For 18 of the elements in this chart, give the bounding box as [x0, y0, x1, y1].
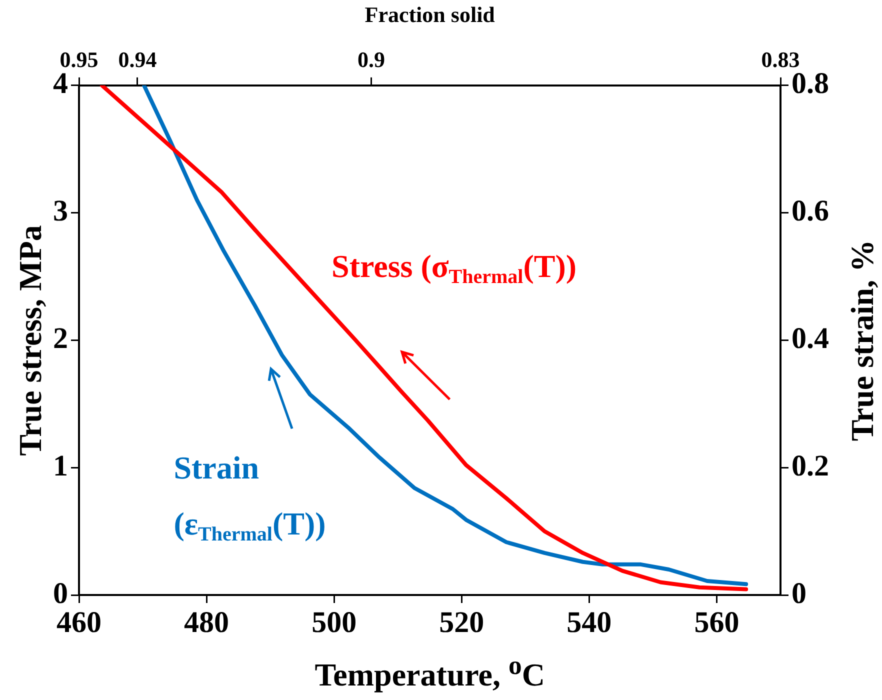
x-axis-title: Temperature, $^{o}$C — [314, 650, 545, 694]
y-axis-title: True stress, MPa — [11, 224, 48, 456]
y2-tick-label: 0 — [792, 576, 806, 610]
x-tick-label: 500 — [312, 606, 357, 639]
x-tick-label: 560 — [694, 606, 740, 639]
y2-axis-title: True strain, % — [844, 240, 881, 441]
y2-tick-label: 0.2 — [792, 449, 829, 482]
x-tick-label: 540 — [566, 606, 612, 639]
x-tick-label: 480 — [184, 606, 230, 639]
y-tick-label: 3 — [53, 194, 68, 228]
x-tick-label: 520 — [439, 606, 484, 639]
y2-tick-label: 0.4 — [792, 322, 829, 355]
y2-tick-label: 0.6 — [792, 194, 829, 228]
x2-tick-label: 0.94 — [118, 46, 157, 72]
y-tick-label: 1 — [53, 449, 68, 482]
y-tick-label: 2 — [53, 322, 68, 355]
x2-tick-label: 0.9 — [358, 46, 386, 72]
x2-axis-title: Fraction solid — [364, 2, 495, 28]
